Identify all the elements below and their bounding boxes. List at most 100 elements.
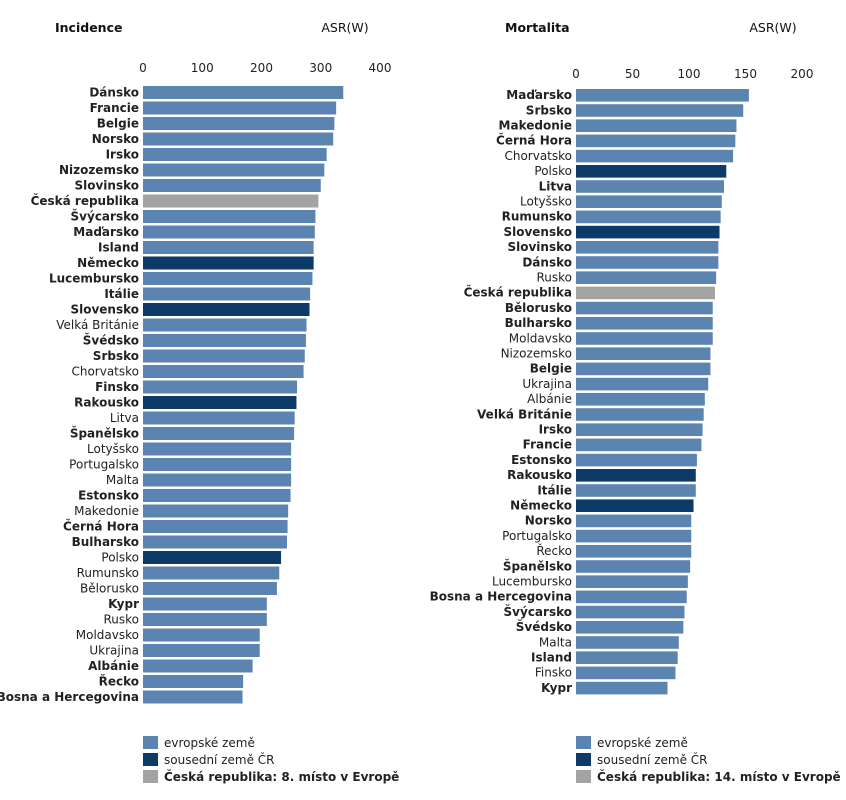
category-label: Ukrajina (522, 377, 572, 391)
category-label: Chorvatsko (71, 365, 139, 379)
bar (576, 195, 722, 208)
bar (143, 132, 334, 146)
category-label: Ukrajina (89, 644, 139, 658)
bar (576, 241, 719, 254)
x-tick-label: 100 (678, 67, 701, 81)
bar (143, 535, 287, 549)
x-tick-label: 0 (572, 67, 580, 81)
category-label: Portugalsko (502, 529, 572, 543)
category-label: Švédsko (83, 333, 139, 348)
category-label: Slovinsko (74, 179, 139, 193)
bar (576, 514, 692, 528)
category-label: Lotyšsko (87, 442, 139, 456)
category-label: Itálie (537, 483, 572, 497)
bar (576, 590, 687, 604)
bar (576, 104, 744, 117)
category-label: Portugalsko (69, 458, 139, 472)
category-label: Česká republika (31, 193, 139, 208)
category-label: Velká Británie (56, 318, 139, 332)
category-label: Island (98, 241, 139, 255)
bar (576, 499, 694, 512)
bar (576, 484, 696, 497)
bar (576, 605, 685, 619)
bar (143, 582, 277, 595)
category-label: Maďarsko (73, 225, 139, 239)
legend-swatch (143, 736, 158, 749)
legend-label: evropské země (597, 736, 688, 750)
category-label: Makedonie (74, 504, 139, 518)
x-tick-label: 150 (734, 67, 757, 81)
x-tick-label: 50 (625, 67, 640, 81)
category-label: Bělorusko (505, 301, 572, 315)
bar (143, 473, 292, 487)
category-label: Finsko (535, 666, 572, 680)
bar (143, 194, 319, 208)
bar (143, 225, 315, 239)
category-label: Makedonie (499, 119, 572, 133)
category-label: Rusko (536, 271, 572, 285)
bar (576, 651, 678, 664)
category-label: Bělorusko (80, 582, 139, 596)
category-label: Bulharsko (72, 535, 139, 549)
category-label: Rusko (103, 613, 139, 627)
bar (576, 89, 749, 102)
category-label: Černá Hora (496, 133, 572, 148)
category-label: Moldavsko (509, 331, 572, 345)
unit-label: ASR(W) (321, 20, 368, 35)
category-label: Francie (90, 101, 139, 115)
category-label: Polsko (101, 551, 139, 565)
bar (576, 332, 713, 345)
category-label: Belgie (97, 117, 139, 131)
bar (576, 453, 697, 467)
bar (143, 411, 295, 425)
category-label: Bulharsko (505, 316, 572, 330)
category-label: Estonsko (511, 453, 572, 467)
bar (576, 393, 705, 406)
bar (576, 469, 696, 482)
category-label: Švédsko (516, 619, 572, 634)
bar (576, 529, 692, 543)
bar (143, 396, 297, 409)
chart-mortalita: Mortalita ASR(W) 0 50 100 150 200 MaďarskoSrbsk… (430, 20, 841, 784)
category-label: Bosna a Hercegovina (0, 690, 139, 704)
category-label: Rumunsko (502, 210, 572, 224)
bar (576, 423, 703, 436)
category-label: Lucembursko (492, 575, 572, 589)
bar (143, 566, 280, 580)
bar (143, 380, 298, 394)
bar (143, 117, 335, 130)
category-label: Švýcarsko (504, 604, 572, 619)
bar (576, 225, 720, 239)
bar (576, 180, 725, 193)
legend-swatch (143, 753, 158, 766)
bar (576, 545, 692, 558)
category-label: Itálie (104, 287, 139, 301)
bar (576, 317, 713, 330)
category-label: Slovensko (503, 225, 572, 239)
unit-label: ASR(W) (749, 20, 796, 35)
legend-label: evropské země (164, 736, 255, 750)
bar (143, 86, 344, 99)
bar (143, 613, 267, 626)
category-label: Černá Hora (63, 519, 139, 534)
bar (143, 504, 289, 518)
category-label: Srbsko (93, 349, 139, 363)
bar (576, 301, 713, 315)
category-label: Litva (110, 411, 139, 425)
bar (143, 365, 304, 378)
category-label: Lucembursko (49, 272, 139, 286)
x-tick-label: 100 (191, 61, 214, 75)
bar (576, 575, 688, 588)
category-label: Malta (106, 473, 139, 487)
category-label: Česká republika (464, 285, 572, 300)
bar (143, 489, 291, 502)
category-label: Srbsko (526, 103, 572, 117)
bar (576, 362, 711, 376)
category-label: Moldavsko (76, 628, 139, 642)
category-label: Dánsko (522, 255, 572, 269)
category-label: Lotyšsko (520, 195, 572, 209)
x-tick-label: 200 (791, 67, 814, 81)
bar (143, 318, 307, 332)
category-label: Slovinsko (507, 240, 572, 254)
bar (143, 272, 313, 285)
